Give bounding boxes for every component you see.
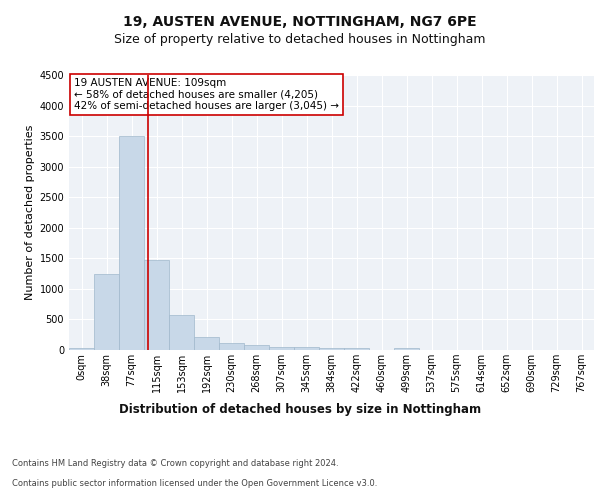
Bar [344, 348, 369, 350]
Bar [394, 348, 419, 350]
Y-axis label: Number of detached properties: Number of detached properties [25, 125, 35, 300]
Bar [69, 348, 94, 350]
Text: Distribution of detached houses by size in Nottingham: Distribution of detached houses by size … [119, 402, 481, 415]
Bar [194, 336, 219, 350]
Bar [169, 314, 194, 350]
Bar [294, 347, 319, 350]
Text: 19 AUSTEN AVENUE: 109sqm
← 58% of detached houses are smaller (4,205)
42% of sem: 19 AUSTEN AVENUE: 109sqm ← 58% of detach… [74, 78, 339, 111]
Text: 19, AUSTEN AVENUE, NOTTINGHAM, NG7 6PE: 19, AUSTEN AVENUE, NOTTINGHAM, NG7 6PE [123, 15, 477, 29]
Bar [144, 260, 169, 350]
Bar [94, 274, 119, 350]
Bar [244, 345, 269, 350]
Bar [269, 347, 294, 350]
Text: Size of property relative to detached houses in Nottingham: Size of property relative to detached ho… [114, 32, 486, 46]
Bar [219, 343, 244, 350]
Text: Contains public sector information licensed under the Open Government Licence v3: Contains public sector information licen… [12, 478, 377, 488]
Text: Contains HM Land Registry data © Crown copyright and database right 2024.: Contains HM Land Registry data © Crown c… [12, 458, 338, 468]
Bar [119, 136, 144, 350]
Bar [319, 348, 344, 350]
